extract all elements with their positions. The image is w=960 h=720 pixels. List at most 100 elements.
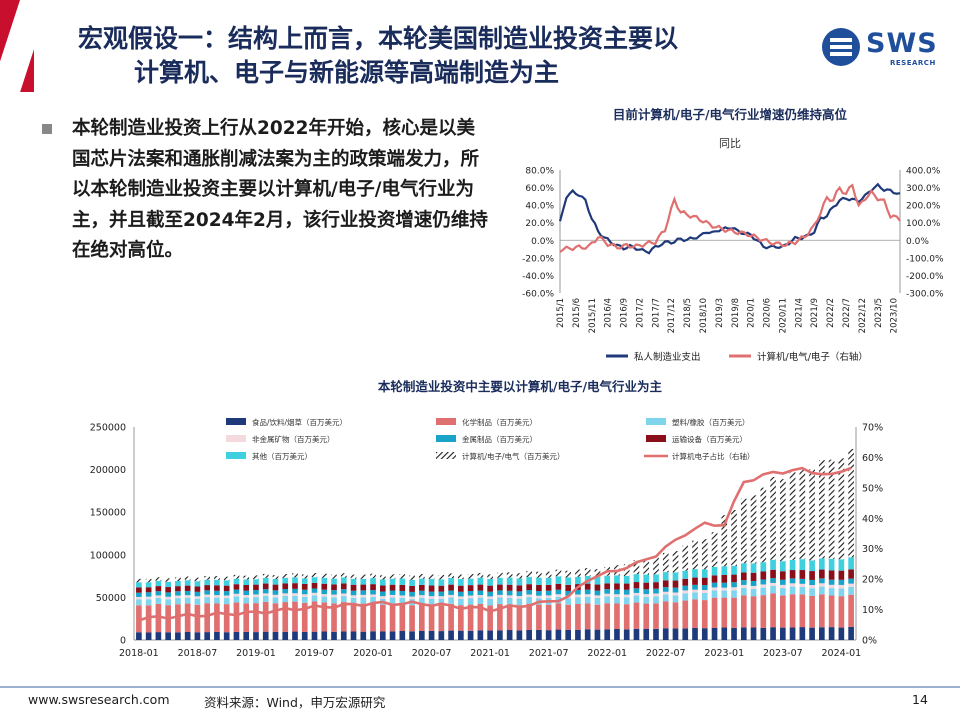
metal-bar <box>828 579 835 585</box>
legend-swatch <box>436 435 456 442</box>
other-bar <box>262 577 269 584</box>
metal-bar <box>292 588 298 594</box>
metal-bar <box>819 578 825 584</box>
computer-electronic-bar <box>214 576 220 580</box>
nonmetal-bar <box>799 583 806 587</box>
food-bar <box>760 627 767 640</box>
other-bar <box>497 577 503 585</box>
metal-bar <box>779 579 786 585</box>
computer-electronic-bar <box>838 458 845 560</box>
nonmetal-bar <box>614 594 620 597</box>
transport-bar <box>848 569 854 579</box>
transport-bar <box>477 584 484 591</box>
food-bar <box>194 632 201 640</box>
page-number: 14 <box>912 692 928 707</box>
transport-bar <box>838 570 845 580</box>
computer-electronic-bar <box>194 577 201 582</box>
nonmetal-bar <box>565 595 572 599</box>
x-tick-label: 2015/1 <box>556 298 566 328</box>
transport-bar <box>779 571 786 580</box>
plastic-bar <box>662 594 669 602</box>
computer-electronic-bar <box>740 498 747 564</box>
food-bar <box>731 627 737 640</box>
food-bar <box>350 631 357 640</box>
nonmetal-bar <box>301 594 308 597</box>
computer-electronic-bar <box>604 567 611 576</box>
chemical-bar <box>428 604 435 631</box>
other-bar <box>731 566 737 575</box>
metal-bar <box>682 585 689 591</box>
chemical-bar <box>770 593 776 628</box>
nonmetal-bar <box>701 590 708 593</box>
other-bar <box>194 581 201 587</box>
computer-electronic-bar <box>711 532 718 567</box>
legend-label: 计算机/电子/电气（百万美元） <box>462 451 565 461</box>
chemical-bar <box>136 605 142 633</box>
sws-logo: SWS RESEARCH <box>822 28 940 76</box>
other-bar <box>360 578 367 585</box>
right-tick-label: 300.0% <box>906 184 941 194</box>
food-bar <box>497 630 503 640</box>
plastic-bar <box>731 590 737 598</box>
nonmetal-bar <box>536 595 542 599</box>
transport-bar <box>545 584 552 591</box>
computer-electronic-bar <box>136 578 142 583</box>
chemical-bar <box>662 601 669 629</box>
plastic-bar <box>331 597 337 604</box>
nonmetal-bar <box>136 596 142 600</box>
transport-bar <box>262 583 269 590</box>
title-line-2: 计算机、电子与新能源等高端制造为主 <box>134 58 560 87</box>
right-tick-label: 30% <box>862 544 883 555</box>
nonmetal-bar <box>233 593 240 597</box>
other-bar <box>575 576 581 585</box>
chemical-bar <box>321 602 328 632</box>
computer-electronic-bar <box>165 578 171 582</box>
x-tick-label: 2019-01 <box>236 648 276 659</box>
plastic-bar <box>789 586 796 595</box>
legend-label: 私人制造业支出 <box>634 351 701 363</box>
other-bar <box>789 559 796 571</box>
plastic-bar <box>389 597 396 604</box>
left-tick-label: 40.0% <box>525 202 554 212</box>
computer-electronic-bar <box>253 575 259 580</box>
other-bar <box>770 559 776 570</box>
other-bar <box>467 578 474 586</box>
food-bar <box>145 632 152 640</box>
food-bar <box>623 629 630 640</box>
footer-website[interactable]: www.swsresearch.com <box>28 692 170 707</box>
legend-label: 塑料/橡胶（百万美元） <box>672 417 750 427</box>
nonmetal-bar <box>828 584 835 589</box>
nonmetal-bar <box>253 594 259 598</box>
right-tick-label: 60% <box>862 453 883 464</box>
computer-electronic-bar <box>750 495 757 564</box>
plastic-bar <box>438 598 445 606</box>
nonmetal-bar <box>379 596 386 599</box>
plastic-bar <box>428 598 435 605</box>
food-bar <box>828 627 835 640</box>
x-tick-label: 2017/7 <box>651 298 661 328</box>
plastic-bar <box>701 592 708 601</box>
food-bar <box>233 631 240 640</box>
computer-electronic-bar <box>370 573 376 579</box>
other-bar <box>145 582 152 588</box>
computer-electronic-bar <box>311 573 318 578</box>
computer-electronic-bar <box>799 467 806 560</box>
transport-bar <box>643 582 650 590</box>
plastic-bar <box>253 597 259 604</box>
computer-electronic-bar <box>399 574 406 579</box>
nonmetal-bar <box>155 595 162 598</box>
plastic-bar <box>555 596 562 604</box>
transport-bar <box>194 586 201 592</box>
transport-bar <box>399 584 406 591</box>
computer-electronic-bar <box>819 460 825 559</box>
nonmetal-bar <box>145 596 152 600</box>
food-bar <box>643 628 650 640</box>
chemical-bar <box>389 603 396 632</box>
plastic-bar <box>506 597 513 605</box>
chemical-bar <box>809 595 815 628</box>
transport-bar <box>282 583 289 589</box>
plastic-bar <box>311 595 318 602</box>
nonmetal-bar <box>409 596 415 600</box>
computer-electronic-bar <box>418 574 425 579</box>
other-bar <box>165 581 171 588</box>
